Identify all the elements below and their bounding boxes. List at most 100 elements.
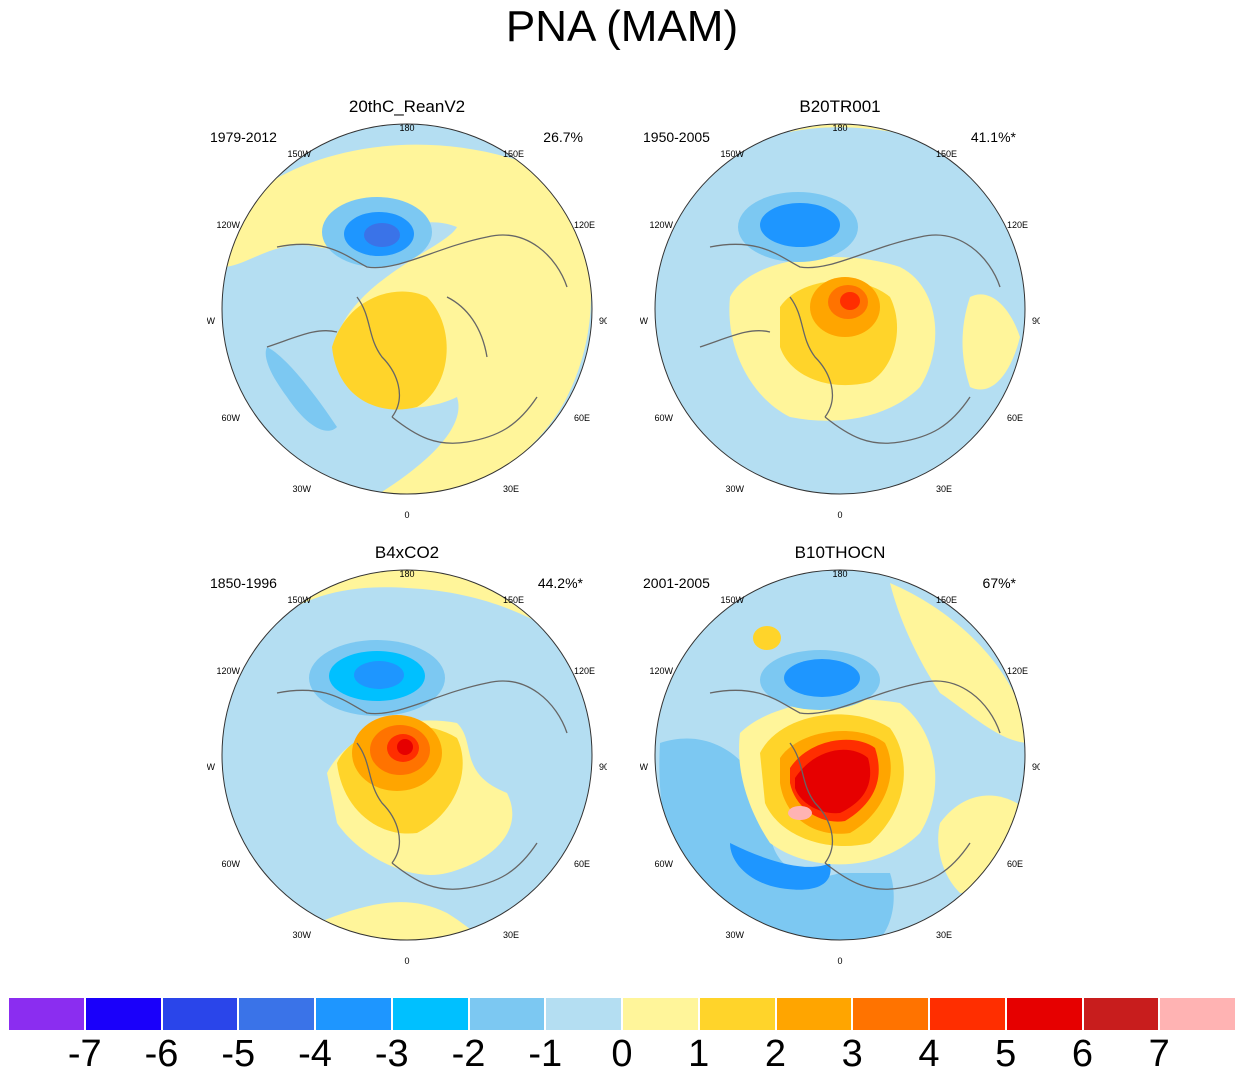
- lon-label-90e: 90E: [1032, 316, 1040, 326]
- variance-label: 26.7%: [543, 129, 583, 145]
- colorbar-tick-label: 2: [764, 1033, 787, 1075]
- panel-b20tr001: B20TR001 1950-2005 41.1%* 180 0 90W 90E: [640, 97, 1040, 537]
- colorbar-tick-label: 7: [1148, 1033, 1170, 1075]
- lon-label-0: 0: [404, 510, 409, 520]
- variance-label: 67%*: [982, 575, 1016, 591]
- lon-label-150e: 150E: [503, 149, 524, 159]
- lon-label-60e: 60E: [574, 413, 590, 423]
- lon-label-30w: 30W: [725, 484, 744, 494]
- colorbar-labels: -7 -6 -5 -4 -3 -2 -1 0 1 2 3 4 5 6 7: [8, 1033, 1236, 1077]
- colorbar-swatch: [84, 997, 162, 1031]
- lon-label-150e: 150E: [936, 149, 957, 159]
- polar-map: 180 0 90W 90E 120W 150W 60W 30W 120E 150…: [207, 123, 607, 520]
- lon-label-120w: 120W: [216, 220, 240, 230]
- colorbar-tick-label: -7: [67, 1033, 102, 1075]
- colorbar-tick-label: 0: [611, 1033, 633, 1075]
- lon-label-30w: 30W: [292, 930, 311, 940]
- period-label: 1950-2005: [643, 129, 710, 145]
- lon-label-150e: 150E: [503, 595, 524, 605]
- colorbar-swatch: [238, 997, 315, 1031]
- lon-label-180: 180: [399, 569, 414, 579]
- colorbar-tick-label: -6: [144, 1033, 179, 1075]
- lon-label-90w: 90W: [207, 762, 215, 772]
- lon-label-150w: 150W: [720, 149, 744, 159]
- colorbar-tick-label: 5: [995, 1033, 1017, 1075]
- colorbar-tick-label: 4: [918, 1033, 940, 1075]
- lon-label-150w: 150W: [287, 149, 311, 159]
- colorbar-tick-label: 3: [841, 1033, 863, 1075]
- lon-label-120w: 120W: [649, 666, 673, 676]
- colorbar-swatch: [775, 997, 853, 1031]
- panel-b4xco2: B4xCO2 1850-1996 44.2%* 180 0 90W 90E: [207, 543, 607, 983]
- lon-label-150w: 150W: [287, 595, 311, 605]
- lon-label-90w: 90W: [207, 316, 215, 326]
- positive-core: [332, 291, 447, 410]
- lon-label-30w: 30W: [292, 484, 311, 494]
- colorbar-swatch: [468, 997, 546, 1031]
- lon-label-60e: 60E: [1007, 859, 1023, 869]
- colorbar-swatch: [622, 997, 699, 1031]
- lon-label-60w: 60W: [654, 413, 673, 423]
- lon-label-0: 0: [837, 510, 842, 520]
- period-label: 1979-2012: [210, 129, 277, 145]
- lon-label-120w: 120W: [216, 666, 240, 676]
- lon-label-180: 180: [832, 123, 847, 133]
- colorbar-swatch: [929, 997, 1006, 1031]
- lon-label-120e: 120E: [1007, 666, 1028, 676]
- lon-label-120e: 120E: [574, 666, 595, 676]
- lon-label-120e: 120E: [574, 220, 595, 230]
- lon-label-90e: 90E: [1032, 762, 1040, 772]
- lon-label-90w: 90W: [640, 762, 648, 772]
- panel-20thc-reanv2: 20thC_ReanV2 1979-2012 26.7% 180 0 90W 9…: [207, 97, 607, 537]
- colorbar-tick-label: 6: [1071, 1033, 1094, 1075]
- polar-map: 180 0 90W 90E 120W 150W 60W 30W 120E 150…: [640, 569, 1040, 966]
- panel-title: B10THOCN: [794, 543, 886, 562]
- negative-band: [265, 347, 337, 431]
- lon-label-60e: 60E: [1007, 413, 1023, 423]
- period-label: 2001-2005: [643, 575, 710, 591]
- lon-label-60e: 60E: [574, 859, 590, 869]
- colorbar-swatch: [852, 997, 929, 1031]
- colorbar-swatch: [1082, 997, 1160, 1031]
- lon-label-60w: 60W: [654, 859, 673, 869]
- panel-b10thocn: B10THOCN 2001-2005 67%* 180 0: [640, 543, 1040, 983]
- colorbar-swatch: [161, 997, 239, 1031]
- lon-label-30e: 30E: [936, 930, 952, 940]
- lon-label-150e: 150E: [936, 595, 957, 605]
- panel-title: B20TR001: [799, 97, 881, 116]
- colorbar-tick-label: -4: [298, 1033, 332, 1075]
- lon-label-0: 0: [837, 956, 842, 966]
- colorbar-tick-label: -3: [374, 1033, 409, 1075]
- lon-label-30w: 30W: [725, 930, 744, 940]
- colorbar-swatch: [391, 997, 469, 1031]
- variance-label: 44.2%*: [537, 575, 583, 591]
- lon-label-90w: 90W: [640, 316, 648, 326]
- lon-label-90e: 90E: [599, 316, 607, 326]
- lon-label-60w: 60W: [221, 859, 240, 869]
- lon-label-180: 180: [399, 123, 414, 133]
- colorbar-tick-label: -2: [451, 1033, 486, 1075]
- variance-label: 41.1%*: [970, 129, 1016, 145]
- lon-label-0: 0: [404, 956, 409, 966]
- lon-label-60w: 60W: [221, 413, 240, 423]
- polar-map: 180 0 90W 90E 120W 150W 60W 30W 120E 150…: [640, 123, 1040, 520]
- colorbar-tick-label: -1: [528, 1033, 563, 1075]
- colorbar-tick-label: 1: [688, 1033, 710, 1075]
- lon-label-150w: 150W: [720, 595, 744, 605]
- colorbar-swatch: [1159, 997, 1236, 1031]
- panel-title: B4xCO2: [374, 543, 440, 562]
- lon-label-180: 180: [832, 569, 847, 579]
- lon-label-120w: 120W: [649, 220, 673, 230]
- colorbar: [8, 997, 1236, 1031]
- panel-title: 20thC_ReanV2: [348, 97, 466, 116]
- colorbar-swatch: [1005, 997, 1083, 1031]
- colorbar-swatch: [698, 997, 776, 1031]
- colorbar-swatch: [315, 997, 392, 1031]
- polar-map: 180 0 90W 90E 120W 150W 60W 30W 120E 150…: [207, 569, 607, 966]
- lon-label-30e: 30E: [503, 484, 519, 494]
- colorbar-swatch: [545, 997, 622, 1031]
- coastlines: [266, 234, 568, 444]
- colorbar-tick-label: -5: [221, 1033, 256, 1075]
- lon-label-30e: 30E: [503, 930, 519, 940]
- main-title: PNA (MAM): [505, 2, 739, 51]
